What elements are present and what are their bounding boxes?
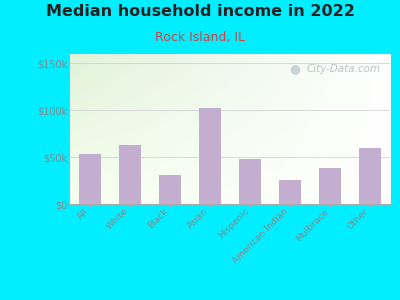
Text: Rock Island, IL: Rock Island, IL — [155, 32, 245, 44]
Text: ●: ● — [290, 62, 300, 75]
Bar — [359, 148, 381, 204]
Bar — [79, 154, 101, 204]
Bar — [199, 108, 221, 204]
Bar — [279, 180, 301, 204]
Bar — [319, 168, 341, 204]
Bar — [239, 159, 261, 204]
Text: City-Data.com: City-Data.com — [306, 64, 380, 74]
Text: Median household income in 2022: Median household income in 2022 — [46, 4, 354, 20]
Bar — [119, 145, 141, 204]
Bar — [159, 175, 181, 204]
